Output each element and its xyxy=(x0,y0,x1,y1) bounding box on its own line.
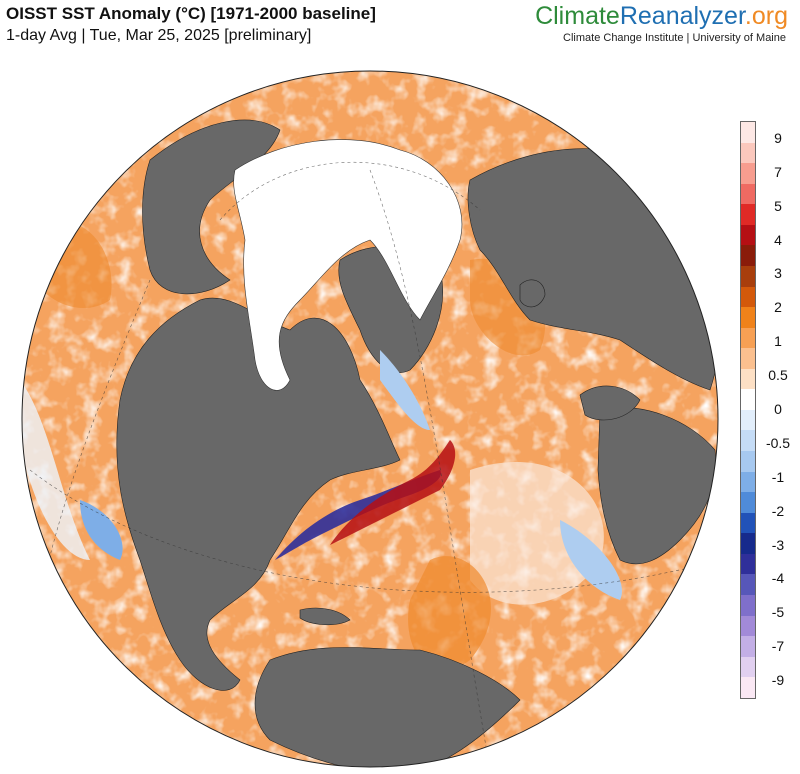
graticule-meridian xyxy=(369,169,491,767)
caribbean-islands xyxy=(299,607,351,626)
color-scale-label: -2 xyxy=(771,502,785,519)
color-scale-label: -5 xyxy=(771,604,785,621)
color-scale-swatch xyxy=(741,307,755,328)
color-scale-swatch xyxy=(741,286,755,308)
color-scale-label: -1 xyxy=(771,468,785,485)
color-scale-bar xyxy=(740,121,756,699)
color-scale-swatch xyxy=(741,553,755,575)
iberia-land xyxy=(579,385,641,421)
ocean-neutral-zone-2 xyxy=(22,380,90,560)
ocean-cool-patch xyxy=(560,520,622,600)
color-scale-swatch xyxy=(741,471,755,493)
color-scale-swatch xyxy=(741,389,755,410)
graticule-tropic xyxy=(29,469,718,593)
color-scale-swatch xyxy=(741,245,755,266)
page-title: OISST SST Anomaly (°C) [1971-2000 baseli… xyxy=(6,4,376,23)
color-scale-label: -4 xyxy=(771,570,785,587)
color-scale-swatch xyxy=(741,574,755,595)
color-scale-label: 2 xyxy=(774,299,782,316)
color-scale-swatch xyxy=(741,327,755,349)
color-scale-swatch xyxy=(741,594,755,616)
color-scale-swatch xyxy=(741,615,755,637)
ocean-warm-patch xyxy=(408,556,491,671)
arctic-sea-ice xyxy=(233,139,463,391)
brand-logo[interactable]: ClimateReanalyzer.org xyxy=(535,2,788,31)
brand-logo-reanalyzer: Reanalyzer xyxy=(619,2,745,30)
color-scale-label: -7 xyxy=(771,638,785,655)
color-scale-swatch xyxy=(741,677,755,698)
brand-logo-climate: Climate xyxy=(535,2,620,30)
color-scale-swatch xyxy=(741,430,755,451)
color-scale-swatch xyxy=(741,368,755,390)
color-scale-swatch xyxy=(741,492,755,513)
color-scale-label: 0.5 xyxy=(768,367,788,384)
brand-logo-org: .org xyxy=(744,2,788,30)
color-scale-swatch xyxy=(741,451,755,472)
south-america-land xyxy=(254,647,521,767)
color-scale-swatch xyxy=(741,656,755,678)
color-scale-label: 4 xyxy=(774,231,782,248)
color-scale-swatch xyxy=(741,142,755,164)
color-scale-swatch xyxy=(741,183,755,205)
color-scale-swatch xyxy=(741,348,755,369)
globe-outline xyxy=(21,70,719,768)
labrador-cool-anomaly xyxy=(380,350,430,430)
page-subtitle: 1-day Avg | Tue, Mar 25, 2025 [prelimina… xyxy=(6,27,312,44)
color-scale-label: -0.5 xyxy=(765,434,791,451)
africa-land xyxy=(597,407,717,565)
color-scale-label: -9 xyxy=(771,672,785,689)
color-scale-swatch xyxy=(741,122,755,143)
color-scale-swatch xyxy=(741,204,755,225)
color-scale-swatch xyxy=(741,636,755,657)
color-scale-label: 5 xyxy=(774,197,782,214)
color-scale-swatch xyxy=(741,224,755,246)
color-scale-labels: 9 7 5 4 3 2 1 0.5 0 -0.5 -1 -2 -3 -4 -5 -7 -9 xyxy=(760,121,796,697)
graticule-arctic-circle xyxy=(219,162,481,221)
color-scale-label: 7 xyxy=(774,163,782,180)
color-scale-label: 9 xyxy=(774,129,782,146)
uk-land xyxy=(519,279,546,308)
color-scale-swatch xyxy=(741,265,755,287)
color-scale-swatch xyxy=(741,512,755,534)
color-scale-label: 1 xyxy=(774,333,782,350)
color-scale-swatch xyxy=(741,533,755,554)
brand-subtitle: Climate Change Institute | University of… xyxy=(563,32,786,44)
color-scale-label: 0 xyxy=(774,401,782,417)
color-scale-swatch xyxy=(741,409,755,431)
ocean-neutral-zone xyxy=(470,462,604,605)
graticule-meridian-2 xyxy=(39,279,151,601)
gulf-stream-warm-anomaly xyxy=(330,440,456,545)
color-scale-label: -3 xyxy=(771,536,785,553)
color-scale-swatch xyxy=(741,163,755,184)
ocean-cool-patch-2 xyxy=(80,500,123,560)
color-scale-label: 3 xyxy=(774,265,782,282)
